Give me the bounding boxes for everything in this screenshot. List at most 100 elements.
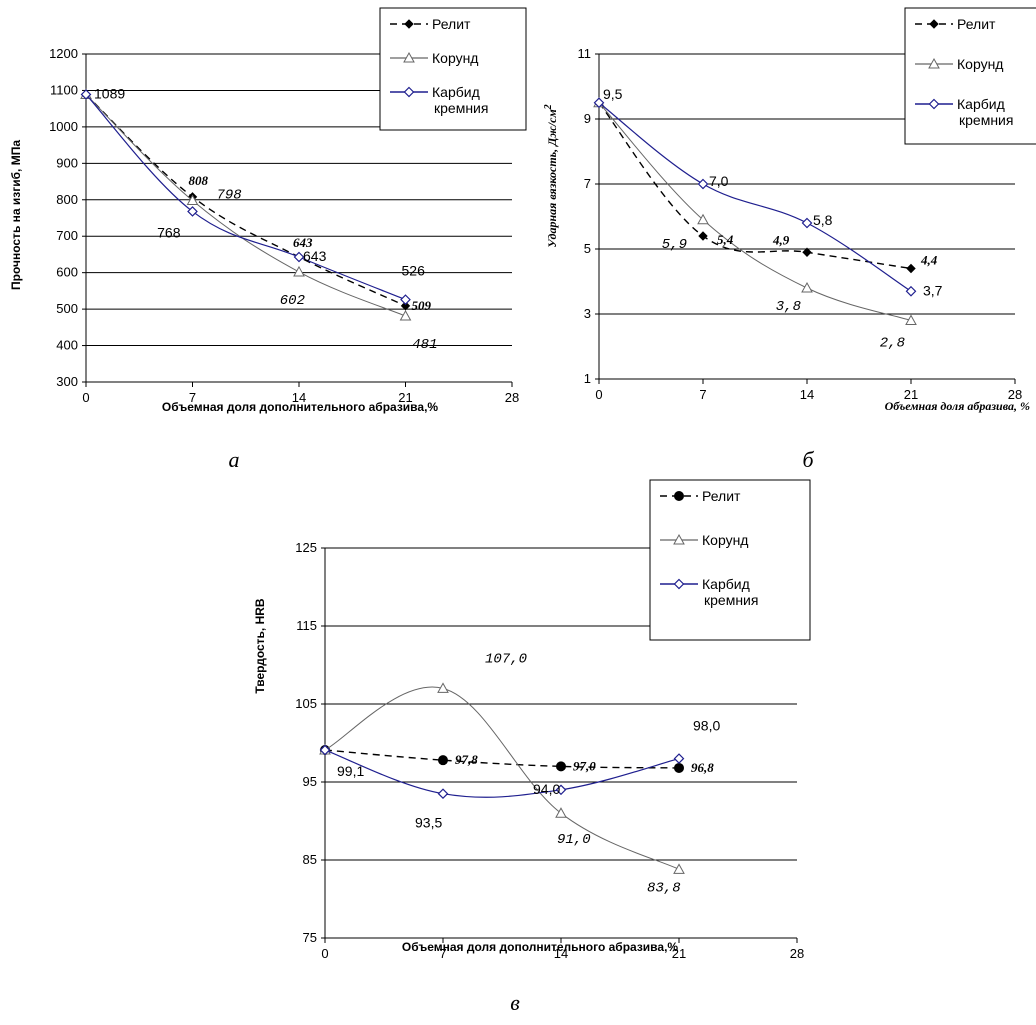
legend-swatch-marker [674, 491, 684, 501]
data-label: 526 [402, 263, 426, 279]
series-karbid [319, 744, 685, 800]
data-label: 808 [189, 173, 209, 188]
y-tick-label: 95 [303, 774, 317, 789]
x-tick-label: 21 [398, 390, 412, 405]
y-tick-label: 9 [584, 111, 591, 126]
x-tick-label: 14 [554, 946, 568, 961]
data-point-karbid [437, 788, 449, 800]
legend-label: Карбид кремния [432, 84, 488, 116]
data-label: 97,8 [455, 752, 478, 767]
x-tick-label: 21 [904, 387, 918, 402]
y-tick-label: 500 [56, 301, 78, 316]
y-tick-label: 75 [303, 930, 317, 945]
x-tick-label: 7 [699, 387, 706, 402]
data-point-relit [906, 263, 916, 274]
data-label: 509 [412, 298, 432, 313]
data-point-karbid [905, 285, 917, 297]
x-axis-title: Объемная доля дополнительного абразива,% [162, 400, 439, 414]
series-line-karbid [324, 749, 680, 798]
y-axis-title-sup: 2 [543, 104, 554, 110]
legend-label-line: кремния [704, 592, 758, 608]
data-point-korund [905, 314, 917, 325]
data-label: 93,5 [415, 815, 442, 831]
data-point-korund [399, 310, 412, 321]
data-label: 4,4 [920, 253, 938, 268]
y-tick-label: 115 [296, 618, 317, 633]
y-tick-label: 300 [56, 374, 78, 389]
legend-label: Релит [702, 488, 741, 504]
chart-caption: б [802, 447, 814, 472]
data-label: 97,0 [573, 758, 596, 773]
data-point-karbid [593, 97, 605, 109]
series-line-karbid [598, 102, 912, 292]
data-point-relit [438, 755, 448, 766]
data-point-relit [400, 301, 411, 311]
data-point-karbid [697, 178, 709, 190]
data-point-karbid [673, 753, 685, 764]
data-label: 9,5 [603, 86, 623, 102]
legend-label: Корунд [432, 50, 478, 66]
data-label: 481 [412, 337, 437, 353]
x-tick-label: 21 [672, 946, 686, 961]
data-point-karbid [319, 744, 331, 756]
y-tick-label: 85 [303, 852, 317, 867]
y-tick-label: 1200 [49, 46, 78, 61]
legend-label-line: Карбид [702, 576, 750, 592]
data-label: 96,8 [691, 760, 714, 775]
legend-label-line: кремния [959, 112, 1013, 128]
series-line-korund [598, 102, 912, 321]
legend-label-line: Карбид [957, 96, 1005, 112]
chart-а: 300 400 500 600 700 800 900 1000 1100 1200 0 7 14 21 2… [9, 7, 527, 472]
y-axis-title: Прочность на изгиб, МПа [9, 140, 23, 290]
legend-box [904, 7, 1036, 145]
data-label: 94,0 [533, 781, 560, 797]
data-point-korund [437, 682, 449, 693]
data-label: 5,4 [717, 232, 734, 247]
chart-б: 1 3 5 7 9 11 0 7 14 21 28 9,5 7,0 5,4 5,9 5,8 4,9 3,8 4,4 3… [543, 7, 1036, 472]
data-label: 643 [303, 248, 327, 264]
series-korund [80, 88, 412, 321]
data-point-karbid [400, 294, 411, 305]
legend-label-line: Карбид [432, 84, 480, 100]
legend-swatch-marker [928, 57, 940, 69]
legend-swatch-marker [673, 533, 685, 545]
y-tick-label: 3 [584, 306, 591, 321]
legend-label: Карбид кремния [957, 96, 1013, 128]
x-axis-title: Объемная доля дополнительного абразива,% [402, 940, 679, 954]
data-point-karbid [293, 251, 305, 263]
legend-swatch-marker [928, 98, 940, 110]
data-label: 768 [157, 224, 181, 240]
y-axis-title-main: Ударная вязкость, Дж/см [545, 109, 559, 247]
legend-box [379, 7, 527, 131]
data-label: 5,9 [662, 237, 687, 253]
legend-swatch-marker [403, 51, 415, 63]
y-tick-label: 1000 [49, 119, 78, 134]
legend: Релит Корунд Карбид кремния [649, 479, 811, 641]
data-point-karbid [801, 217, 813, 229]
legend-label: Карбид кремния [702, 576, 758, 608]
data-label: 798 [217, 188, 242, 204]
data-point-korund [186, 194, 199, 206]
series-line-karbid [85, 94, 406, 301]
data-point-korund [697, 213, 709, 225]
series-korund [319, 682, 685, 874]
x-tick-label: 28 [790, 946, 804, 961]
x-tick-label: 7 [439, 946, 446, 961]
legend-label: Корунд [702, 532, 748, 548]
data-point-relit [698, 231, 708, 241]
data-label: 107,0 [485, 651, 527, 667]
x-tick-label: 7 [189, 390, 196, 405]
x-tick-label: 14 [292, 390, 306, 405]
legend-label: Корунд [957, 56, 1003, 72]
data-label: 4,9 [772, 232, 790, 247]
y-tick-label: 700 [56, 228, 78, 243]
series-relit [594, 98, 916, 274]
series-line-relit [324, 749, 680, 769]
x-tick-label: 0 [82, 390, 89, 405]
y-axis-title: Ударная вязкость, Дж/см2 [543, 104, 559, 247]
legend-swatch-marker [929, 19, 939, 29]
series-karbid [593, 97, 917, 297]
legend-label: Релит [432, 16, 471, 32]
y-tick-label: 600 [56, 265, 78, 280]
data-label: 1089 [94, 85, 125, 101]
